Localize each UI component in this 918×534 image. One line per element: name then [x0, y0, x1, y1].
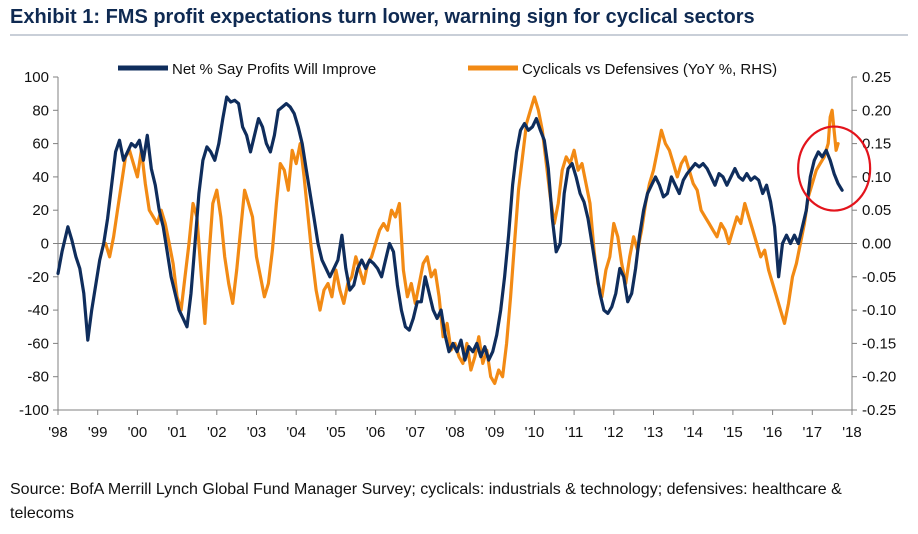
x-tick-label: '00	[128, 424, 148, 441]
x-tick-label: '08	[445, 424, 465, 441]
left-tick-label: 40	[32, 169, 49, 186]
series-cyc-def-line	[104, 95, 840, 385]
right-tick-label: 0.10	[862, 169, 891, 186]
right-tick-label: -0.15	[862, 335, 896, 352]
x-tick-label: '04	[286, 424, 306, 441]
x-tick-label: '01	[167, 424, 187, 441]
series-net-profits-line	[56, 95, 844, 362]
source-note: Source: BofA Merrill Lynch Global Fund M…	[10, 481, 842, 522]
right-tick-label: 0.25	[862, 69, 891, 86]
x-tick-label: '16	[763, 424, 783, 441]
x-tick-label: '12	[604, 424, 624, 441]
left-tick-label: -100	[19, 402, 49, 419]
highlight-circle	[797, 125, 872, 212]
x-tick-label: '06	[366, 424, 386, 441]
x-tick-label: '13	[644, 424, 664, 441]
left-tick-label: 80	[32, 102, 49, 119]
right-tick-label: 0.05	[862, 202, 891, 219]
right-tick-label: -0.20	[862, 369, 896, 386]
x-tick-label: '18	[842, 424, 862, 441]
left-tick-label: -60	[27, 335, 49, 352]
x-tick-label: '02	[207, 424, 227, 441]
right-tick-label: 0.00	[862, 236, 891, 253]
x-tick-label: '10	[525, 424, 545, 441]
right-tick-label: 0.15	[862, 136, 891, 153]
right-tick-label: -0.25	[862, 402, 896, 419]
x-tick-label: '03	[247, 424, 267, 441]
chart-series	[56, 95, 872, 385]
title-divider	[10, 34, 908, 36]
left-tick-label: 20	[32, 202, 49, 219]
chart-axes: 100 80 60 40 20 0 -20 -40 -60 -80 -100 0.25 0.20 0.15…	[19, 69, 896, 441]
left-tick-label: 60	[32, 136, 49, 153]
x-tick-label: '14	[683, 424, 703, 441]
right-tick-label: -0.10	[862, 302, 896, 319]
left-tick-label: 100	[24, 69, 49, 86]
chart-title: Exhibit 1: FMS profit expectations turn …	[10, 6, 755, 28]
left-tick-label: -20	[27, 269, 49, 286]
x-tick-label: '98	[48, 424, 68, 441]
x-tick-label: '07	[406, 424, 426, 441]
legend-label-cyc-def: Cyclicals vs Defensives (YoY %, RHS)	[522, 61, 777, 78]
right-tick-label: -0.05	[862, 269, 896, 286]
x-tick-label: '05	[326, 424, 346, 441]
x-tick-label: '09	[485, 424, 505, 441]
legend-label-net-profits: Net % Say Profits Will Improve	[172, 61, 376, 78]
x-tick-label: '15	[723, 424, 743, 441]
left-tick-label: -40	[27, 302, 49, 319]
right-tick-label: 0.20	[862, 102, 891, 119]
left-tick-label: 0	[41, 236, 49, 253]
left-tick-label: -80	[27, 369, 49, 386]
chart-legend: Net % Say Profits Will Improve Cyclicals…	[118, 61, 777, 78]
x-tick-label: '11	[565, 424, 583, 441]
x-tick-label: '17	[803, 424, 823, 441]
line-chart: 100 80 60 40 20 0 -20 -40 -60 -80 -100 0.25 0.20 0.15…	[19, 61, 896, 441]
x-tick-label: '99	[88, 424, 108, 441]
